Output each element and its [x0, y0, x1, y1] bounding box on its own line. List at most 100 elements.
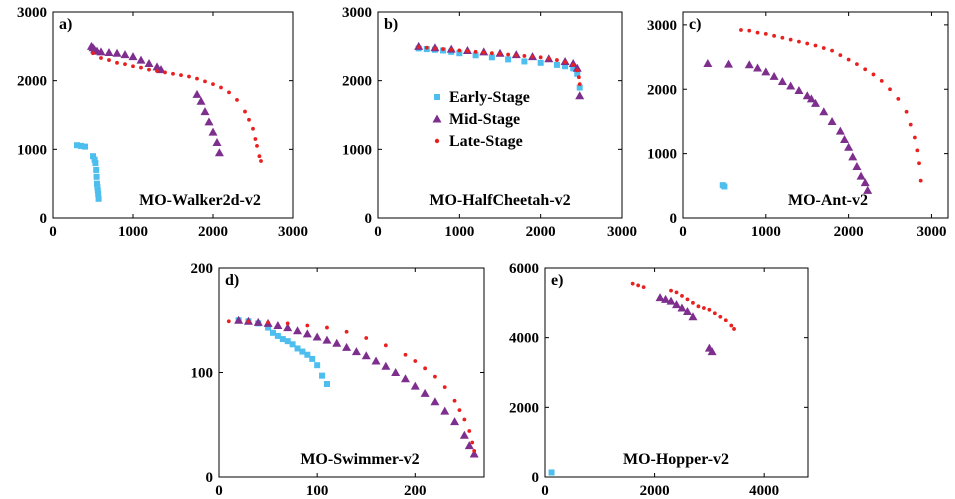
late-stagepoint	[563, 60, 567, 65]
late-stagepoint	[462, 417, 467, 422]
late-stagepoint	[255, 144, 259, 148]
y-tick-label: 2000	[509, 400, 539, 416]
late-stagepoint	[473, 49, 478, 54]
late-stagepoint	[636, 283, 641, 288]
early-stagepoint	[93, 166, 100, 173]
late-stagepoint	[489, 51, 494, 56]
early-stagepoint	[91, 156, 98, 163]
late-stagepoint	[449, 47, 454, 52]
late-stagepoint	[577, 82, 582, 86]
mid-stagepoint	[410, 381, 420, 390]
late-stagepoint	[918, 178, 923, 183]
late-stagepoint	[227, 90, 231, 95]
late-stagepoint	[514, 53, 519, 58]
early-stagepoint	[505, 56, 512, 63]
late-stagepoint	[139, 65, 143, 70]
mid-stagepoint	[200, 107, 210, 116]
panel-label: c)	[689, 16, 701, 33]
legend: Early-Stage Mid-Stage Late-Stage	[432, 89, 530, 150]
late-stagepoint	[571, 62, 576, 67]
mid-stagepoint	[835, 126, 845, 135]
late-stagepoint	[712, 311, 717, 316]
x-tick-label: 3000	[916, 224, 946, 240]
mid-stagepoint	[761, 67, 771, 76]
early-stagepoint	[289, 341, 296, 348]
late-stagepoint	[246, 319, 251, 324]
late-stagepoint	[123, 62, 127, 67]
y-tick-label: 1000	[17, 142, 47, 158]
late-stagepoint	[685, 297, 690, 302]
mid-stagepoint	[234, 315, 244, 324]
late-stagepoint	[147, 67, 151, 72]
mid-stagepoint	[253, 317, 263, 326]
late-stagepoint	[403, 352, 408, 357]
late-stagepoint	[707, 307, 712, 312]
early-stagepoint	[265, 324, 272, 331]
late-stagepoint	[243, 109, 247, 114]
late-stagepoint	[680, 293, 684, 298]
mid-stagepoint	[703, 59, 713, 67]
y-tick-label: 0	[206, 470, 214, 486]
mid-stagepoint	[844, 142, 854, 151]
mid-stagepoint	[322, 335, 332, 344]
early-stagepoint	[94, 187, 101, 194]
late-stagepoint	[888, 87, 892, 92]
mid-stagepoint	[420, 388, 430, 397]
legend-label: Late-Stage	[449, 133, 523, 150]
early-stagepoint	[562, 63, 569, 70]
x-tick-label: 3000	[607, 224, 637, 240]
y-tick-label: 3000	[342, 5, 372, 21]
late-stagepoint	[433, 374, 437, 379]
late-stagepoint	[821, 46, 826, 50]
panel-title: MO-Ant-v2	[788, 192, 868, 209]
late-stagepoint	[99, 56, 103, 60]
mid-stagepoint	[811, 98, 820, 107]
mid-stagepoint	[777, 77, 787, 86]
late-stagepoint	[896, 97, 901, 101]
mid-stagepoint	[273, 320, 283, 329]
early-stagepoint	[574, 70, 581, 77]
mid-stagepoint	[430, 397, 440, 406]
late-stagepoint	[416, 45, 421, 49]
late-stagepoint	[691, 300, 695, 305]
late-stagepoint	[863, 67, 868, 72]
mid-stagepoint	[707, 347, 717, 356]
late-stagepoint	[729, 323, 734, 328]
late-stagepoint	[641, 285, 646, 290]
mid-stagepoint	[827, 116, 837, 125]
late-stagepoint	[442, 385, 447, 390]
x-tick-label: 3000	[278, 224, 308, 240]
late-stagepoint	[855, 62, 859, 67]
mid-stagepoint	[682, 307, 692, 316]
late-stagepoint	[266, 320, 270, 325]
late-stagepoint	[917, 161, 921, 166]
mid-stagepoint	[860, 178, 870, 187]
late-stagepoint	[219, 85, 223, 90]
late-stagepoint	[904, 109, 909, 114]
early-stagepoint	[548, 469, 555, 476]
late-stagepoint	[912, 135, 917, 140]
mid-stagepoint	[128, 52, 138, 61]
panel-e: 0 2000 4000 0 2000 4000 6000 e) MO-Hopper-v2	[509, 261, 809, 499]
late-stagepoint	[247, 117, 251, 122]
late-stagepoint	[830, 48, 834, 53]
mid-stagepoint	[575, 91, 585, 100]
mid-stagepoint	[802, 91, 812, 100]
late-stagepoint	[813, 43, 818, 48]
data-points	[703, 28, 923, 194]
panel-d: 0 100 200 0 100 200 d) MO-Swimmer-v2	[191, 261, 485, 499]
mid-stagepoint	[120, 50, 130, 59]
mid-stagepoint	[212, 137, 222, 146]
late-stagepoint	[755, 30, 760, 35]
late-stagepoint	[546, 56, 551, 61]
early-stagepoint	[279, 336, 286, 343]
mid-stagepoint	[208, 127, 218, 136]
y-tick-label: 2000	[17, 74, 47, 90]
early-stagepoint	[78, 142, 84, 149]
late-stagepoint	[522, 54, 527, 58]
late-stagepoint	[253, 137, 258, 141]
mid-stagepoint	[672, 300, 681, 309]
late-stagepoint	[805, 41, 810, 46]
late-stagepoint	[506, 52, 511, 57]
mid-stagepoint	[459, 430, 469, 439]
